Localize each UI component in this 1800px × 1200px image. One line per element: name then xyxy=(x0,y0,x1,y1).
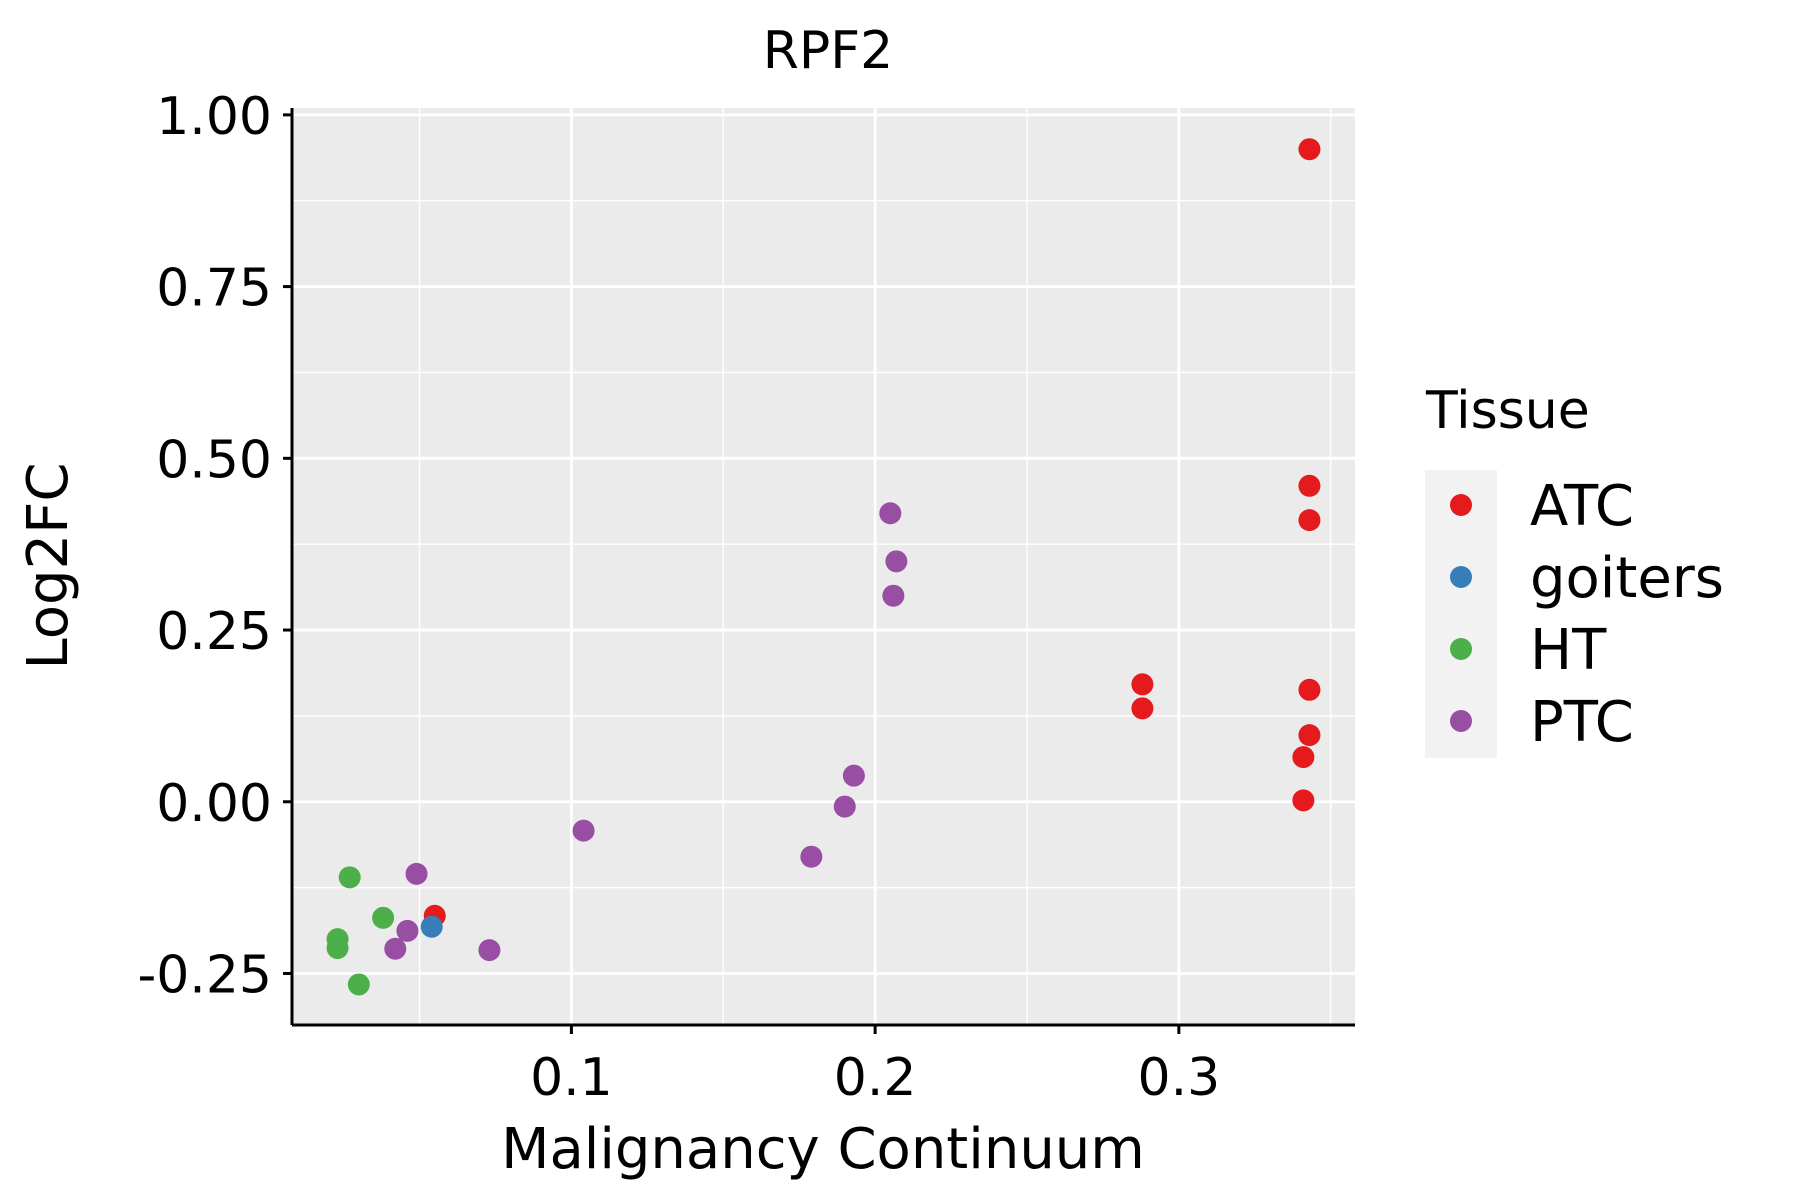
point-atc-0 xyxy=(1298,138,1321,161)
point-ptc-3 xyxy=(842,764,865,787)
x-axis-label: Malignancy Continuum xyxy=(501,1117,1145,1182)
point-ptc-7 xyxy=(405,862,428,885)
legend-label-goiters: goiters xyxy=(1530,546,1724,611)
legend-key-ptc xyxy=(1450,710,1472,732)
y-tick-label-0: -0.25 xyxy=(137,945,272,1005)
legend-key-goiters xyxy=(1450,566,1472,588)
major-grid xyxy=(292,108,1355,1025)
legend: Tissue ATC goiters HT PTC xyxy=(1425,381,1724,758)
point-atc-7 xyxy=(1131,673,1154,696)
point-ptc-8 xyxy=(396,919,419,942)
point-ht-4 xyxy=(347,973,370,996)
data-points xyxy=(326,138,1321,996)
point-atc-1 xyxy=(1298,474,1321,497)
point-atc-8 xyxy=(1131,697,1154,720)
point-ptc-2 xyxy=(882,584,905,607)
legend-label-atc: ATC xyxy=(1530,474,1634,539)
y-tick-label-5: 1.00 xyxy=(156,87,272,147)
point-goiters-0 xyxy=(420,915,443,938)
point-ht-0 xyxy=(338,866,361,889)
y-tick-label-3: 0.50 xyxy=(156,430,272,490)
y-axis-label: Log2FC xyxy=(16,463,81,670)
legend-entries: ATC goiters HT PTC xyxy=(1450,474,1724,755)
x-tick-label-1: 0.2 xyxy=(834,1048,917,1108)
legend-key-ht xyxy=(1450,638,1472,660)
point-ptc-10 xyxy=(478,939,501,962)
point-atc-3 xyxy=(1298,678,1321,701)
point-ptc-6 xyxy=(572,819,595,842)
point-ptc-0 xyxy=(879,502,902,525)
x-axis-ticks: 0.1 0.2 0.3 xyxy=(530,1025,1220,1108)
x-tick-label-0: 0.1 xyxy=(530,1048,613,1108)
y-axis-ticks: -0.25 0.00 0.25 0.50 0.75 1.00 xyxy=(137,87,292,1005)
x-tick-label-2: 0.3 xyxy=(1137,1048,1220,1108)
point-ht-1 xyxy=(372,906,395,929)
y-tick-label-4: 0.75 xyxy=(156,259,272,319)
legend-title: Tissue xyxy=(1425,381,1590,441)
point-ptc-5 xyxy=(800,845,823,868)
y-tick-label-2: 0.25 xyxy=(156,602,272,662)
point-ptc-1 xyxy=(885,550,908,573)
point-ptc-4 xyxy=(833,795,856,818)
chart-title: RPF2 xyxy=(763,21,893,81)
point-atc-4 xyxy=(1298,724,1321,747)
legend-label-ht: HT xyxy=(1530,618,1607,683)
point-atc-5 xyxy=(1292,746,1315,769)
point-atc-2 xyxy=(1298,509,1321,532)
point-ptc-9 xyxy=(384,937,407,960)
legend-key-atc xyxy=(1450,494,1472,516)
y-tick-label-1: 0.00 xyxy=(156,774,272,834)
point-atc-6 xyxy=(1292,789,1315,812)
legend-label-ptc: PTC xyxy=(1530,690,1634,755)
point-ht-3 xyxy=(326,937,349,960)
